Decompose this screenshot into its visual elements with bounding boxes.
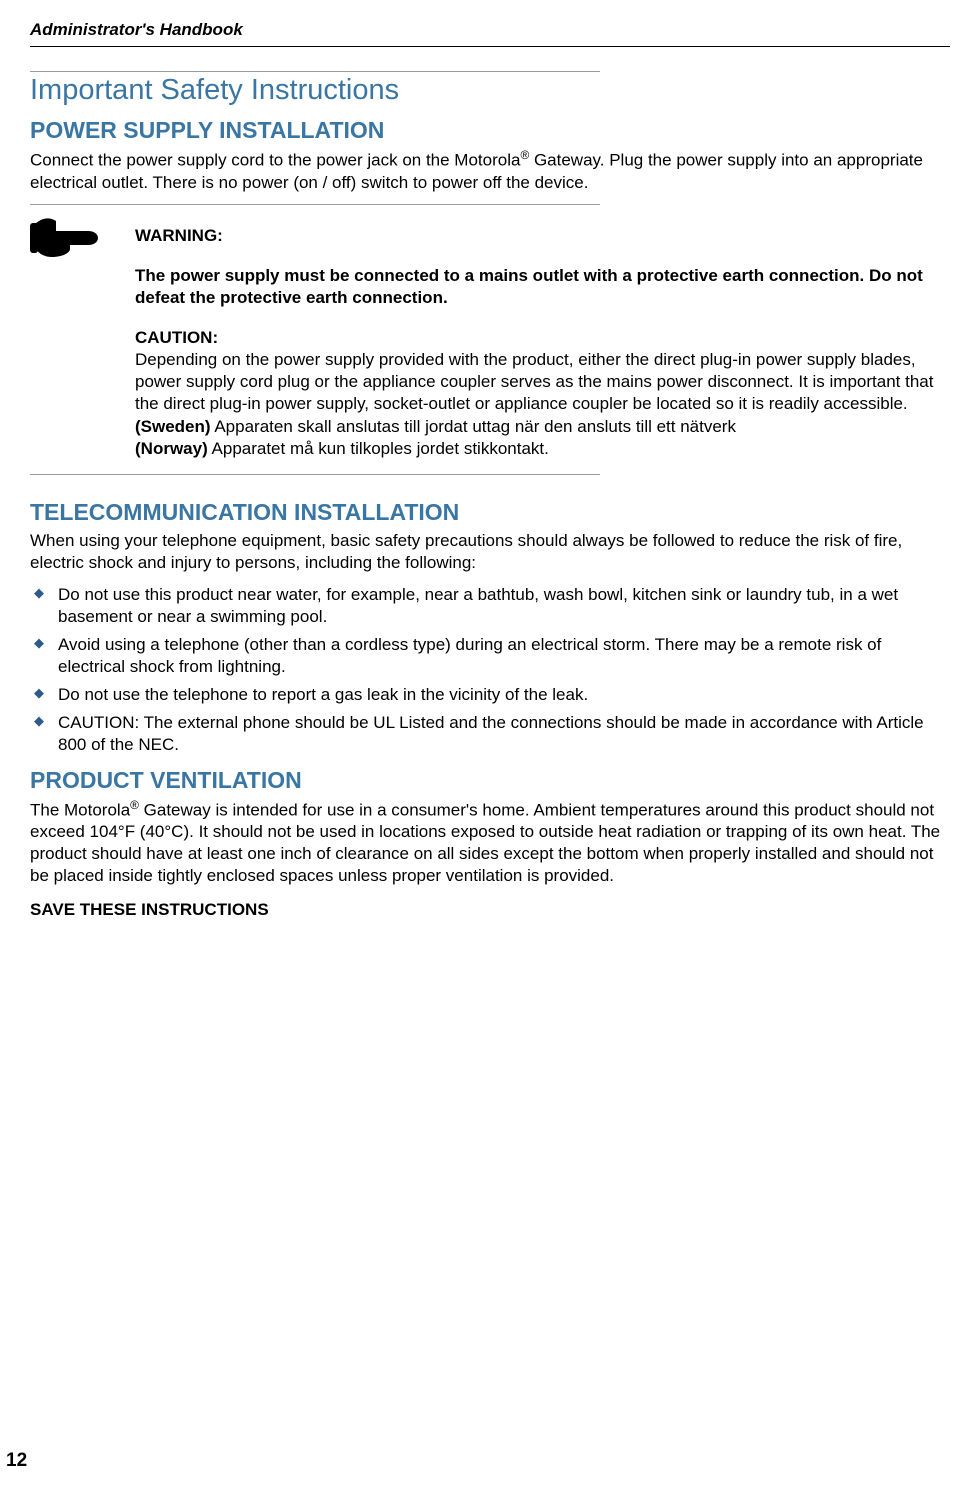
warning-label: WARNING: (135, 225, 950, 247)
caution-label: CAUTION: (135, 327, 950, 349)
telecom-heading: TELECOMMUNICATION INSTALLATION (30, 499, 950, 526)
power-supply-heading: POWER SUPPLY INSTALLATION (30, 117, 950, 144)
telecom-bullets: Do not use this product near water, for … (30, 584, 950, 757)
sweden-text: Apparaten skall anslutas till jordat utt… (211, 417, 736, 436)
book-title: Administrator's Handbook (30, 20, 950, 40)
registered-mark: ® (130, 798, 139, 812)
norway-text: Apparatet må kun tilkoples jordet stikko… (208, 439, 549, 458)
list-item: Do not use this product near water, for … (30, 584, 950, 628)
norway-line: (Norway) Apparatet må kun tilkoples jord… (135, 438, 950, 460)
sweden-label: (Sweden) (135, 417, 211, 436)
sweden-line: (Sweden) Apparaten skall anslutas till j… (135, 416, 950, 438)
power-supply-para-pre: Connect the power supply cord to the pow… (30, 151, 520, 170)
warning-content: WARNING: The power supply must be connec… (135, 207, 950, 460)
half-rule-warning-top (30, 204, 600, 205)
warning-bold-paragraph: The power supply must be connected to a … (135, 265, 950, 309)
save-instructions: SAVE THESE INSTRUCTIONS (30, 900, 950, 920)
registered-mark: ® (520, 148, 529, 162)
top-divider (30, 46, 950, 47)
power-supply-paragraph: Connect the power supply cord to the pow… (30, 148, 950, 194)
list-item: CAUTION: The external phone should be UL… (30, 712, 950, 756)
norway-label: (Norway) (135, 439, 208, 458)
warning-block: WARNING: The power supply must be connec… (30, 207, 950, 460)
ventilation-para-post: Gateway is intended for use in a consume… (30, 800, 940, 885)
ventilation-paragraph: The Motorola® Gateway is intended for us… (30, 798, 950, 888)
page-number: 12 (6, 1450, 27, 1472)
list-item: Do not use the telephone to report a gas… (30, 684, 950, 706)
list-item: Avoid using a telephone (other than a co… (30, 634, 950, 678)
main-heading: Important Safety Instructions (30, 74, 950, 107)
ventilation-heading: PRODUCT VENTILATION (30, 767, 950, 794)
ventilation-para-pre: The Motorola (30, 800, 130, 819)
half-rule-top (30, 71, 600, 72)
caution-paragraph: Depending on the power supply provided w… (135, 349, 950, 415)
pointing-hand-icon (30, 207, 135, 460)
telecom-intro: When using your telephone equipment, bas… (30, 530, 950, 574)
